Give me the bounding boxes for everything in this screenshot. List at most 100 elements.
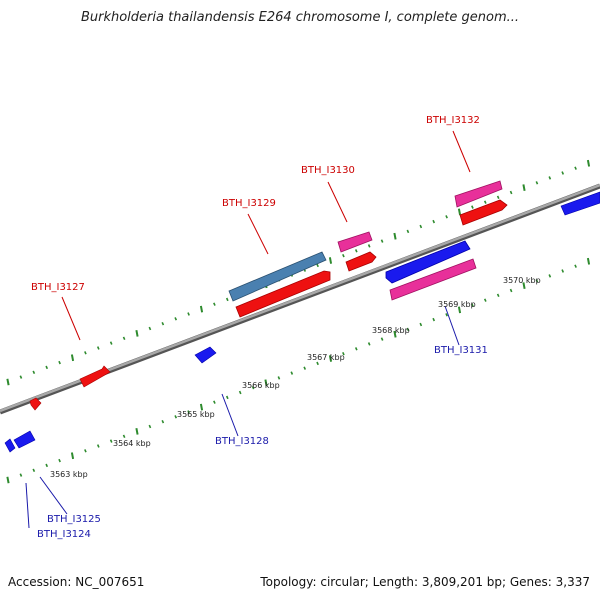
- forward-track-tick: [148, 326, 152, 331]
- reverse-track-tick: [432, 317, 436, 322]
- reverse-track-tick: [225, 395, 229, 400]
- cds-bth-i3129[interactable]: [235, 270, 331, 318]
- leader-line-bth-i3131: [444, 305, 460, 346]
- label-bth-i3124[interactable]: BTH_I3124: [37, 529, 91, 540]
- gene-bth-i3129[interactable]: [228, 251, 327, 302]
- leader-line-bth-i3132: [452, 130, 471, 173]
- forward-track-tick: [122, 336, 126, 341]
- reverse-track-tick: [96, 444, 100, 448]
- forward-track-tick: [561, 171, 565, 175]
- reverse-track-tick: [251, 385, 255, 390]
- forward-track-tick: [199, 305, 204, 313]
- forward-track-tick: [109, 341, 113, 345]
- reverse-track-tick: [316, 361, 319, 366]
- forward-track-tick: [393, 232, 397, 240]
- label-bth-i3131[interactable]: BTH_I3131: [434, 345, 488, 356]
- leader-line-bth-i3130: [327, 181, 348, 223]
- forward-track-tick: [535, 181, 539, 185]
- label-bth-i3132[interactable]: BTH_I3132: [426, 115, 480, 126]
- reverse-track-tick: [84, 449, 87, 453]
- reverse-track-tick: [303, 366, 307, 370]
- cds-right-edge[interactable]: [560, 191, 600, 216]
- cds-bth-i3128[interactable]: [194, 346, 217, 364]
- forward-features[interactable]: [29, 180, 508, 411]
- forward-track-tick: [58, 360, 61, 365]
- reverse-track-tick: [148, 424, 152, 429]
- reverse-track-tick: [135, 428, 139, 435]
- forward-track-tick: [496, 195, 500, 200]
- label-bth-i3127[interactable]: BTH_I3127: [31, 282, 85, 293]
- reverse-track-tick: [406, 327, 410, 332]
- reverse-track-tick: [561, 269, 565, 273]
- tick-label-3568: 3568 kbp: [372, 326, 410, 335]
- gene-bth-i3127[interactable]: [79, 365, 111, 388]
- reverse-track-tick: [419, 322, 423, 327]
- leader-line-bth-i3128: [221, 393, 239, 437]
- map-title: Burkholderia thailandensis E264 chromoso…: [80, 10, 520, 25]
- reverse-track-tick: [483, 298, 487, 302]
- gene-small-red-left[interactable]: [29, 397, 42, 411]
- forward-track-tick: [522, 184, 526, 191]
- reverse-track-tick: [445, 313, 448, 317]
- forward-track-tick: [483, 200, 487, 204]
- forward-track-tick: [380, 239, 384, 243]
- leader-line-bth-i3129: [247, 213, 269, 255]
- forward-track-tick: [187, 312, 190, 316]
- forward-track-tick: [586, 159, 591, 167]
- forward-track-tick: [6, 378, 10, 386]
- forward-track-tick: [445, 215, 448, 219]
- cds-bth-i3130[interactable]: [345, 251, 377, 272]
- label-bth-i3125[interactable]: BTH_I3125: [47, 514, 101, 525]
- label-bth-i3130[interactable]: BTH_I3130: [301, 165, 355, 176]
- reverse-track-tick: [6, 476, 10, 484]
- tick-label-3566: 3566 kbp: [242, 381, 280, 390]
- gene-bth-i3130[interactable]: [337, 231, 373, 253]
- reverse-track-tick: [380, 337, 384, 341]
- forward-track-tick: [574, 166, 577, 170]
- leader-line-bth-i3125: [39, 476, 68, 515]
- reverse-track-tick: [342, 351, 345, 356]
- leader-line-bth-i3124: [25, 482, 30, 529]
- forward-leader-lines: [61, 130, 471, 341]
- cds-bth-i3125[interactable]: [13, 430, 36, 449]
- accession-text: Accession: NC_007651: [8, 575, 145, 589]
- tick-label-3565: 3565 kbp: [177, 410, 215, 419]
- gene-bth-i3131[interactable]: [389, 258, 477, 301]
- forward-track-tick: [367, 244, 371, 248]
- cds-bth-i3132[interactable]: [459, 199, 508, 226]
- reverse-track-tick: [45, 463, 49, 468]
- reverse-track-tick: [457, 306, 462, 314]
- cds-bth-i3131[interactable]: [385, 240, 471, 284]
- reverse-track-tick: [548, 274, 552, 278]
- forward-track-tick: [135, 330, 139, 337]
- reverse-track-tick: [471, 303, 474, 307]
- forward-track-tick: [96, 346, 100, 350]
- forward-track-tick: [225, 297, 229, 302]
- reverse-track-tick: [70, 452, 75, 460]
- forward-track-tick: [19, 375, 23, 379]
- reverse-track-tick: [122, 434, 126, 439]
- forward-track-tick: [432, 219, 436, 224]
- forward-track-tick: [406, 229, 410, 234]
- reverse-track-tick: [213, 400, 216, 404]
- forward-track-tick: [419, 224, 423, 229]
- reverse-track-tick: [174, 415, 178, 419]
- forward-track-tick: [316, 263, 319, 268]
- leader-line-bth-i3127: [61, 296, 81, 341]
- label-bth-i3128[interactable]: BTH_I3128: [215, 436, 269, 447]
- forward-track-tick: [32, 370, 36, 375]
- forward-track-tick: [161, 321, 165, 326]
- tick-label-3567: 3567 kbp: [307, 353, 345, 362]
- reverse-features[interactable]: [4, 191, 600, 453]
- reverse-track-tick: [58, 458, 61, 463]
- label-bth-i3129[interactable]: BTH_I3129: [222, 198, 276, 209]
- forward-gene-labels[interactable]: BTH_I3127 BTH_I3129 BTH_I3130 BTH_I3132: [31, 115, 480, 293]
- reverse-track-tick: [354, 347, 358, 351]
- reverse-track-tick: [109, 439, 113, 443]
- forward-track-tick: [174, 317, 178, 321]
- cds-bth-i3124[interactable]: [4, 438, 16, 453]
- gene-bth-i3132[interactable]: [454, 180, 503, 208]
- reverse-gene-labels[interactable]: BTH_I3124 BTH_I3125 BTH_I3128 BTH_I3131: [37, 345, 488, 540]
- forward-track-tick: [548, 176, 552, 180]
